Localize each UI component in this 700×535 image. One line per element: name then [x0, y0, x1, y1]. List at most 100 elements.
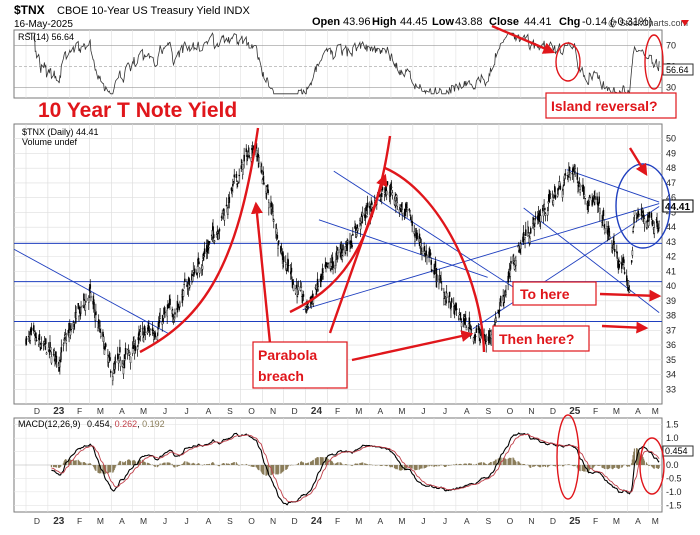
macd-histogram-bar: [421, 465, 422, 469]
macd-histogram-bar: [90, 464, 91, 465]
price-x-tick: O: [507, 406, 514, 416]
parabola-label-1: Parabola: [258, 347, 317, 363]
price-bar-body: [450, 302, 451, 303]
macd-histogram-bar: [387, 465, 388, 466]
price-bar-body: [352, 234, 353, 235]
macd-histogram-bar: [115, 465, 116, 466]
price-bar-body: [122, 364, 123, 366]
price-bar-body: [366, 206, 367, 211]
macd-histogram-bar: [60, 465, 61, 467]
price-bar-body: [46, 353, 47, 354]
macd-histogram-bar: [604, 465, 605, 469]
macd-histogram-bar: [619, 465, 620, 468]
macd-histogram-bar: [545, 465, 546, 467]
macd-histogram-bar: [184, 461, 185, 465]
ohlc-low-value: 43.88: [455, 16, 483, 28]
price-bar-body: [397, 203, 398, 206]
price-bar-body: [381, 193, 382, 196]
macd-histogram-bar: [580, 465, 581, 471]
price-x-tick: J: [443, 406, 447, 416]
price-x-tick: M: [140, 406, 147, 416]
price-bar-body: [162, 322, 163, 325]
macd-histogram-bar: [599, 465, 600, 466]
price-x-tick: M: [398, 406, 405, 416]
macd-histogram-bar: [530, 465, 531, 468]
price-bar-body: [651, 213, 652, 218]
price-bar-body: [431, 260, 432, 264]
macd-histogram-bar: [555, 465, 556, 466]
macd-histogram-bar: [569, 464, 570, 465]
macd-x-tick: J: [163, 516, 167, 526]
price-bar-body: [209, 241, 210, 242]
price-bar-body: [198, 262, 199, 264]
price-bar-body: [277, 235, 278, 238]
macd-histogram-bar: [436, 465, 437, 466]
price-bar-body: [451, 298, 452, 302]
price-bar-body: [623, 260, 624, 263]
macd-histogram-bar: [76, 460, 77, 465]
price-bar-body: [202, 266, 203, 269]
macd-histogram-bar: [85, 463, 86, 465]
price-bar-body: [441, 279, 442, 280]
macd-histogram-bar: [189, 463, 190, 465]
price-bar-body: [629, 290, 630, 292]
price-bar-body: [446, 293, 447, 298]
price-bar-body: [239, 175, 240, 176]
price-bar-body: [496, 321, 497, 322]
island-label: Island reversal?: [551, 98, 658, 114]
price-x-tick: A: [635, 406, 641, 416]
price-bar-body: [456, 309, 457, 310]
macd-histogram-bar: [659, 465, 660, 468]
price-bar-body: [36, 340, 37, 341]
macd-x-tick: J: [184, 516, 188, 526]
price-x-tick: D: [292, 406, 298, 416]
price-bar-body: [142, 328, 143, 329]
macd-histogram-bar: [229, 464, 230, 465]
price-bar-body: [242, 163, 243, 165]
price-bar-body: [69, 333, 70, 338]
price-y-tick: 41: [666, 266, 676, 276]
price-x-tick: A: [378, 406, 384, 416]
macd-x-tick: M: [140, 516, 147, 526]
price-x-tick: S: [227, 406, 233, 416]
price-bar-body: [303, 294, 304, 296]
price-bar-body: [647, 215, 648, 221]
macd-histogram-bar: [164, 463, 165, 465]
macd-x-tick: M: [355, 516, 362, 526]
price-x-tick: J: [163, 406, 167, 416]
macd-histogram-bar: [150, 464, 151, 465]
price-bar-body: [63, 344, 64, 345]
macd-histogram-bar: [120, 461, 121, 465]
price-bar-body: [465, 318, 466, 321]
price-bar-body: [579, 183, 580, 184]
rsi-last-value: 56.64: [666, 65, 689, 75]
price-bar-body: [157, 336, 158, 340]
price-bar-body: [543, 211, 544, 216]
price-bar-body: [229, 197, 230, 203]
price-bar-body: [475, 336, 476, 337]
macd-histogram-bar: [362, 462, 363, 465]
macd-histogram-bar: [505, 459, 506, 465]
macd-histogram-bar: [429, 465, 430, 466]
price-bar-body: [603, 210, 604, 216]
macd-histogram-bar: [453, 464, 454, 465]
price-bar-body: [613, 244, 614, 245]
price-bar-body: [125, 348, 126, 354]
macd-histogram-bar: [486, 464, 487, 465]
price-bar-body: [129, 353, 130, 355]
macd-last-value: 0.454: [665, 446, 688, 456]
macd-histogram-bar: [298, 463, 299, 465]
price-y-tick: 38: [666, 311, 676, 321]
macd-histogram-bar: [172, 464, 173, 465]
macd-histogram-bar: [237, 464, 238, 465]
price-bar-body: [140, 332, 141, 336]
ohlc-open-value: 43.96: [343, 16, 371, 28]
price-bar-body: [609, 236, 610, 239]
macd-legend-signal: 0.262: [115, 419, 138, 429]
macd-x-tick: O: [248, 516, 255, 526]
price-bar-body: [380, 200, 381, 201]
price-bar-body: [367, 203, 368, 208]
price-bar-body: [410, 217, 411, 220]
chart-symbol: $TNX: [14, 3, 45, 17]
